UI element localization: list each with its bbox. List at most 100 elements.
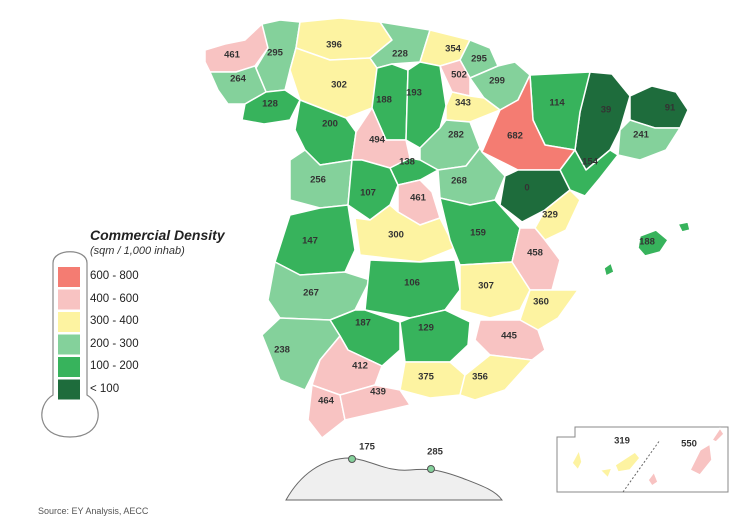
island-region: [677, 221, 691, 233]
province-value: 445: [501, 331, 518, 342]
province-value: 412: [352, 361, 368, 372]
province-region: [711, 427, 725, 443]
province-value: 107: [360, 188, 376, 199]
province-region: [599, 467, 613, 479]
province-value: 295: [267, 48, 284, 59]
province-region: [339, 384, 411, 421]
province-value: 138: [399, 157, 415, 168]
melilla-marker: [427, 465, 435, 473]
north-africa-coast: [285, 457, 503, 501]
canary-inset-box: [556, 426, 729, 493]
legend-swatch: [58, 334, 80, 355]
province-value: 375: [418, 372, 435, 383]
province-value: 128: [262, 99, 278, 110]
province-value: 354: [445, 44, 462, 55]
province-value: 356: [472, 372, 488, 383]
province-region: [307, 384, 346, 439]
legend-swatch: [58, 289, 80, 310]
province-region: [647, 471, 659, 487]
province-value: 682: [507, 131, 523, 142]
province-region: [405, 61, 447, 149]
province-value: 200: [322, 119, 338, 130]
province-value: 188: [376, 95, 392, 106]
province-value: 461: [410, 193, 427, 204]
province-region: [439, 59, 471, 97]
province-region: [204, 23, 269, 73]
province-value: 360: [533, 297, 549, 308]
province-value: 91: [665, 103, 676, 114]
provinces-layer: [204, 17, 725, 487]
province-value: 188: [639, 237, 655, 248]
province-value: 193: [406, 88, 422, 99]
legend-swatches: [58, 267, 80, 400]
province-labels: 461 295 264 128 396 302 228 354 295 502 299 188 193 3…: [224, 40, 697, 458]
province-value: 295: [471, 54, 488, 65]
province-region: [614, 451, 641, 473]
province-value: 238: [274, 345, 290, 356]
ceuta-marker: [348, 455, 356, 463]
legend-swatch: [58, 312, 80, 332]
legend-label: < 100: [90, 382, 120, 395]
province-value: 299: [489, 76, 505, 87]
province-value: 228: [392, 49, 408, 60]
legend-subtitle: (sqm / 1,000 inhab): [90, 245, 185, 257]
province-region: [364, 259, 461, 319]
legend-swatch: [58, 267, 80, 287]
province-value: 464: [318, 396, 335, 407]
province-value: 458: [527, 248, 543, 259]
province-value: 319: [614, 436, 630, 447]
province-region: [637, 229, 669, 257]
province-region: [689, 443, 713, 476]
province-value: 300: [388, 230, 404, 241]
legend-label: 200 - 300: [90, 337, 139, 350]
province-value: 396: [326, 40, 342, 51]
canary-divider: [622, 439, 661, 493]
province-value: 264: [230, 74, 247, 85]
province-value: 502: [451, 70, 467, 81]
legend-swatch: [58, 379, 80, 400]
province-value: 285: [427, 447, 444, 458]
province-value: 267: [303, 288, 319, 299]
province-value: 187: [355, 318, 371, 329]
province-value: 175: [359, 442, 376, 453]
province-value: 329: [542, 210, 558, 221]
source-note: Source: EY Analysis, AECC: [38, 506, 149, 516]
province-value: 343: [455, 98, 471, 109]
province-value: 282: [448, 130, 464, 141]
province-value: 302: [331, 80, 347, 91]
province-value: 147: [302, 236, 318, 247]
province-value: 550: [681, 439, 697, 450]
island-region: [603, 262, 615, 277]
province-value: 106: [404, 278, 420, 289]
legend-title: Commercial Density: [90, 227, 225, 243]
province-value: 0: [524, 183, 529, 194]
province-value: 256: [310, 175, 326, 186]
legend-label: 400 - 600: [90, 292, 139, 305]
province-value: 114: [549, 98, 565, 109]
province-region: [459, 261, 531, 319]
legend-swatch: [58, 357, 80, 377]
province-region: [474, 319, 546, 361]
province-region: [354, 204, 456, 263]
province-region: [481, 74, 576, 171]
province-region: [347, 159, 399, 221]
legend-label: 100 - 200: [90, 360, 139, 372]
province-value: 494: [369, 135, 386, 146]
province-value: 439: [370, 387, 386, 398]
province-region: [617, 119, 681, 161]
province-value: 268: [451, 176, 467, 187]
legend-label: 300 - 400: [90, 315, 139, 327]
province-value: 307: [478, 281, 494, 292]
province-value: 461: [224, 50, 241, 61]
province-region: [399, 309, 471, 363]
province-region: [571, 449, 583, 471]
province-value: 129: [418, 323, 434, 334]
province-value: 39: [601, 105, 612, 116]
province-region: [241, 89, 301, 125]
province-region: [459, 354, 533, 401]
province-value: 159: [470, 228, 486, 239]
province-region: [629, 85, 689, 129]
province-region: [255, 19, 301, 93]
legend-label: 600 - 800: [90, 270, 139, 282]
